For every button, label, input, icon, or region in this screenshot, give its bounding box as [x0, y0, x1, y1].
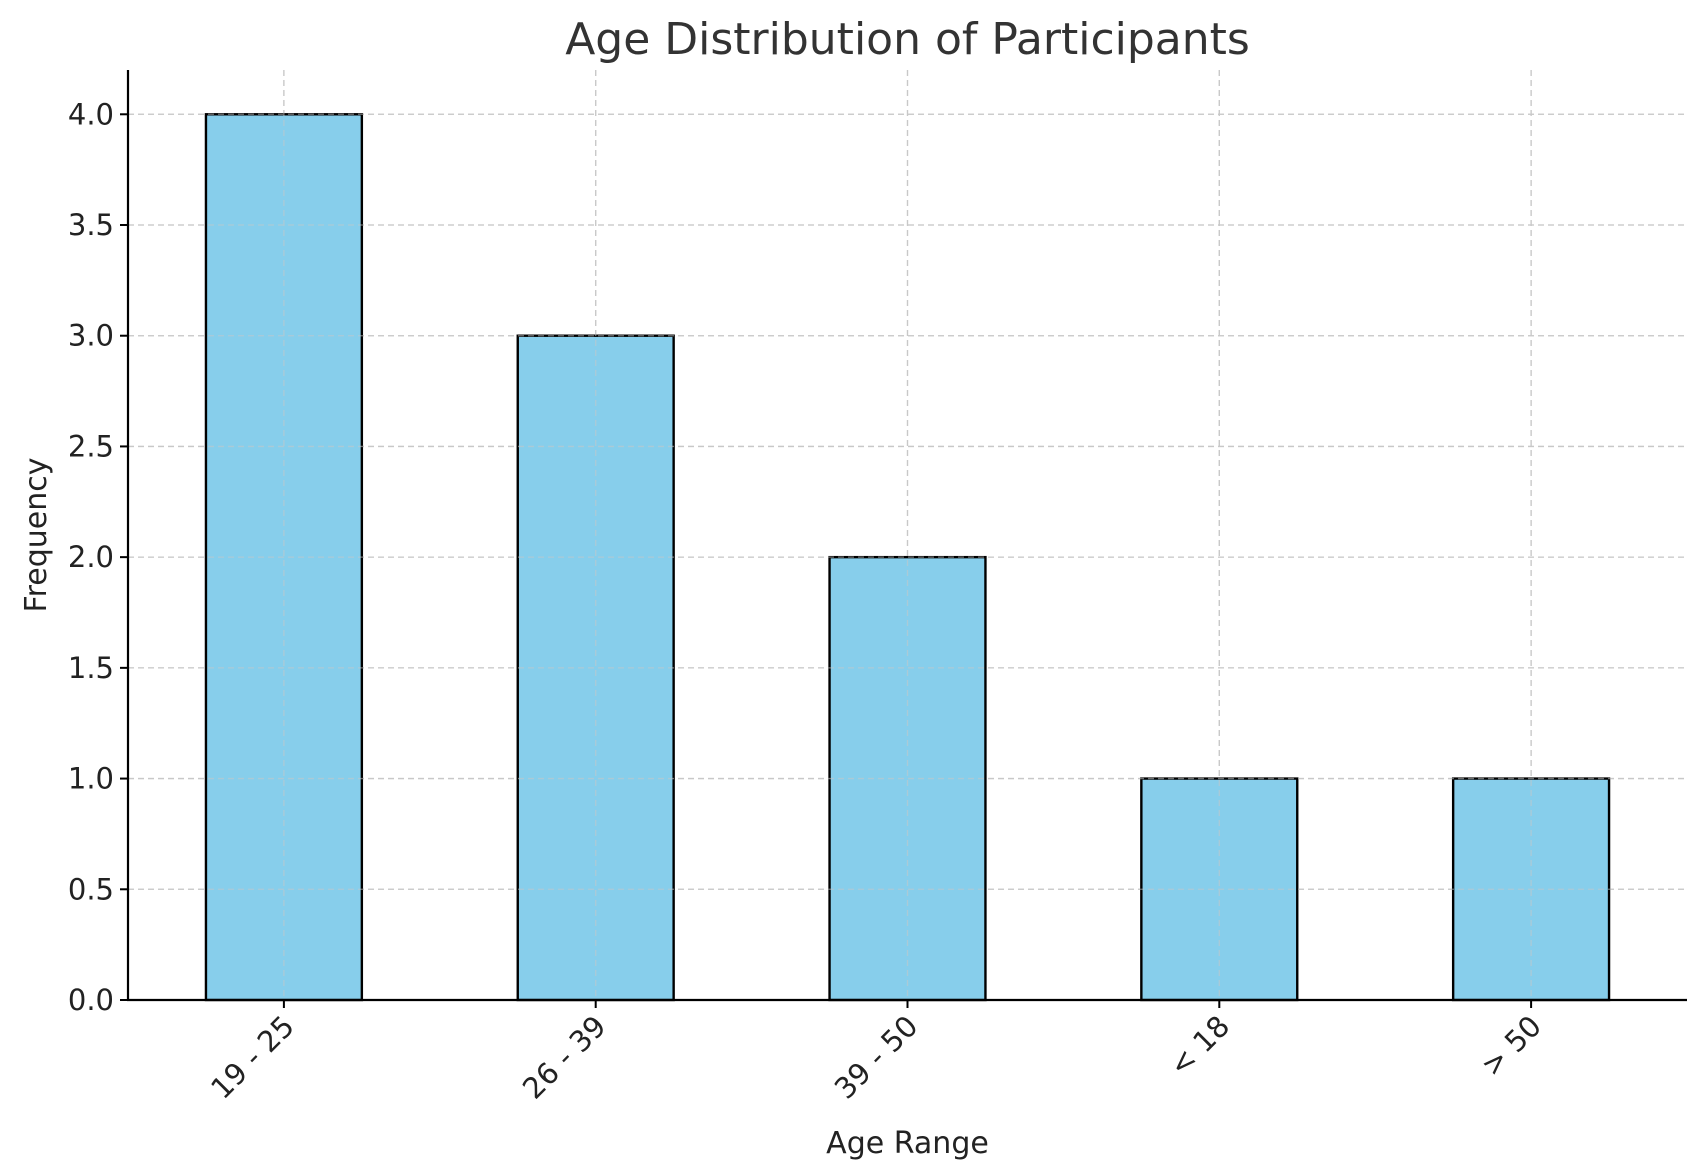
x-axis-label: Age Range	[826, 1126, 989, 1161]
y-tick-label: 0.0	[68, 983, 114, 1017]
x-ticks: 19 - 25 26 - 39 39 - 50 < 18 > 50	[204, 1000, 1548, 1106]
y-tick-label: 2.0	[68, 540, 114, 574]
y-tick-label: 3.0	[68, 319, 114, 353]
y-tick-label: 3.5	[68, 208, 114, 242]
x-tick-label: 26 - 39	[516, 1009, 613, 1106]
grid-overlay	[128, 70, 1687, 1001]
y-ticks: 0.0 0.5 1.0 1.5 2.0 2.5 3.0 3.5 4.0	[68, 97, 128, 1017]
y-tick-label: 1.0	[68, 762, 114, 796]
y-tick-label: 0.5	[68, 872, 114, 906]
y-tick-label: 1.5	[68, 651, 114, 685]
x-tick-label: 19 - 25	[204, 1009, 301, 1106]
y-axis-label: Frequency	[19, 458, 54, 613]
x-tick-label: < 18	[1162, 1009, 1236, 1083]
y-tick-label: 4.0	[68, 97, 114, 131]
y-tick-label: 2.5	[68, 429, 114, 463]
x-tick-label: > 50	[1474, 1009, 1548, 1083]
x-tick-label: 39 - 50	[828, 1009, 925, 1106]
chart-title: Age Distribution of Participants	[565, 14, 1250, 65]
